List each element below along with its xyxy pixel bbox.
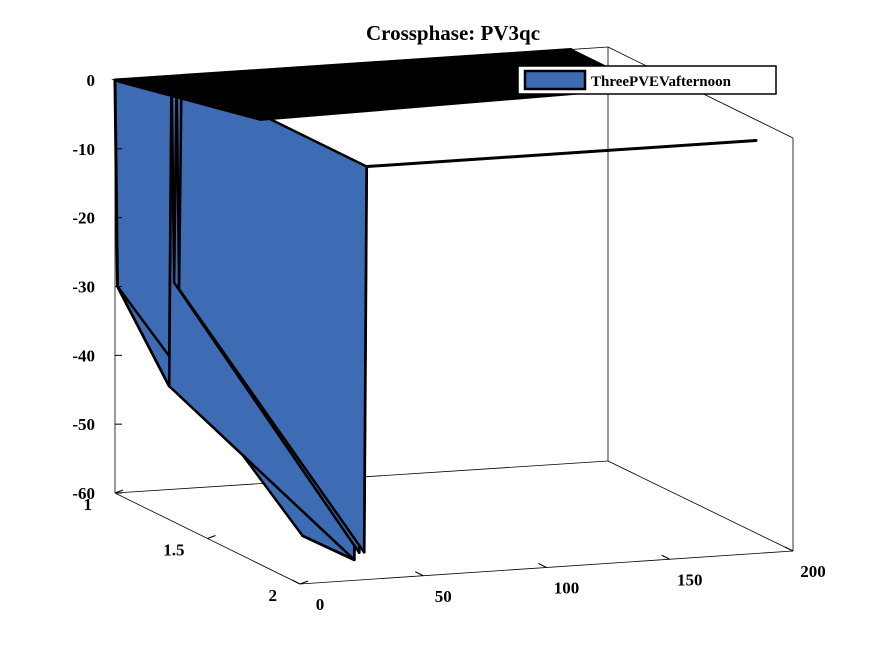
chart-title: Crossphase: PV3qc <box>366 21 540 45</box>
x-tick-label: 50 <box>435 587 452 606</box>
z-tick-label: -60 <box>72 484 95 503</box>
x-tick-label: 150 <box>677 570 703 589</box>
x-tick-label: 0 <box>316 595 325 614</box>
legend: ThreePVEVafternoon <box>517 65 777 95</box>
wall-front <box>298 138 758 562</box>
x-tick-mark <box>538 563 547 568</box>
y-tick-mark <box>207 535 216 539</box>
y-tick-label: 1.5 <box>163 541 184 560</box>
legend-swatch <box>523 69 587 91</box>
legend-label: ThreePVEVafternoon <box>591 74 732 90</box>
x-tick-mark <box>415 571 424 577</box>
y-tick-label: 2 <box>269 586 278 605</box>
x-tick-mark <box>661 554 670 560</box>
z-tick-label: -50 <box>72 415 95 434</box>
x-tick-label: 200 <box>800 562 826 581</box>
z-tick-label: 0 <box>87 71 96 90</box>
surface-strip <box>177 74 368 554</box>
axis-ticks: 0 -10 -20 -30 -40 -50 -601 1.5 2 0 50 100 150 200 <box>72 71 825 614</box>
x-tick-mark <box>784 546 794 552</box>
y-tick-label: 1 <box>84 495 93 514</box>
y-tick-mark <box>114 489 124 494</box>
z-tick-label: -40 <box>72 346 95 365</box>
z-tick-label: -30 <box>72 278 95 297</box>
x-tick-mark <box>291 579 301 585</box>
surface-walls <box>111 47 758 562</box>
x-tick-label: 100 <box>554 579 580 598</box>
z-tick-label: -10 <box>72 140 95 159</box>
top-plane <box>111 48 653 121</box>
y-tick-mark <box>299 580 309 585</box>
right-bottom-edge <box>607 460 794 552</box>
z-tick-label: -20 <box>72 209 95 228</box>
